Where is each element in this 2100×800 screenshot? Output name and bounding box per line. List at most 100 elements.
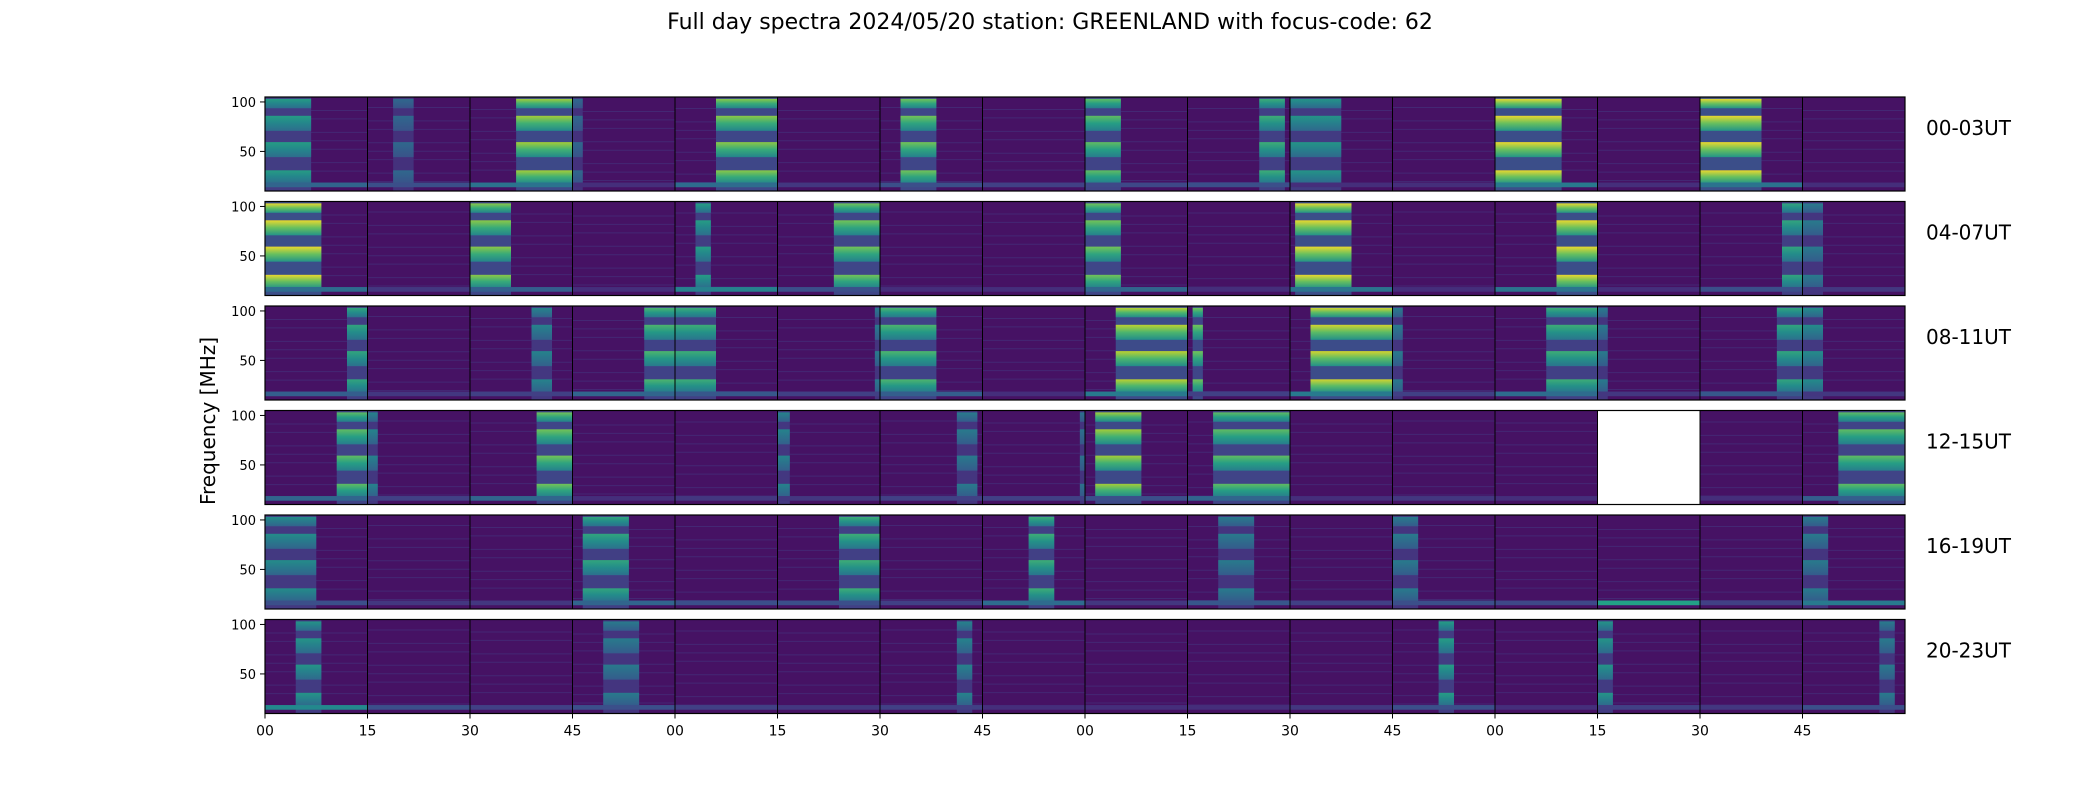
- burst-band: [516, 115, 573, 131]
- burst-band: [572, 98, 583, 109]
- spectrum-panel: [1802, 514, 1906, 610]
- burst-band: [1546, 379, 1598, 393]
- panel-background: [1802, 97, 1905, 191]
- y-tick-label: 50: [239, 145, 256, 160]
- low-frequency-band: [1597, 705, 1700, 710]
- burst-band: [1290, 98, 1342, 109]
- burst-band: [1095, 455, 1142, 471]
- low-frequency-band: [265, 600, 368, 606]
- burst-band: [1095, 429, 1142, 445]
- low-frequency-band: [777, 391, 880, 397]
- burst-band: [900, 170, 937, 184]
- burst-band: [1085, 115, 1121, 131]
- burst-band: [265, 246, 322, 262]
- spectrum-panel: [1597, 410, 1701, 505]
- spectrum-panel: [1289, 305, 1393, 401]
- panel-background: [1290, 410, 1393, 505]
- panel-background: [982, 201, 1085, 296]
- burst-band: [1085, 98, 1121, 109]
- spectrum-panel: [1494, 410, 1598, 505]
- panel-background: [1495, 410, 1598, 505]
- spectrum-panel: [1084, 305, 1188, 401]
- panel-background: [1392, 410, 1495, 505]
- spectrum-panel: [367, 96, 471, 192]
- burst-band: [695, 220, 711, 236]
- low-frequency-band: [367, 705, 470, 710]
- burst-band: [603, 638, 640, 654]
- spectrum-panel: [1597, 619, 1701, 714]
- low-frequency-band: [470, 705, 573, 710]
- low-frequency-band: [470, 182, 573, 188]
- burst-band: [1782, 203, 1803, 213]
- low-frequency-band: [1700, 600, 1803, 606]
- burst-band: [1115, 307, 1188, 318]
- panel-background: [572, 97, 675, 191]
- spectrum-panel: [879, 201, 983, 296]
- burst-band: [880, 307, 937, 318]
- burst-band: [777, 483, 790, 497]
- low-frequency-band: [1290, 496, 1393, 501]
- spectrum-panel: [982, 410, 1086, 505]
- row-frame: [264, 409, 1906, 506]
- burst-band: [1085, 246, 1121, 262]
- burst-band: [1700, 142, 1762, 158]
- low-frequency-band: [1495, 705, 1598, 710]
- spectrum-panel: [1392, 305, 1496, 401]
- burst-band: [956, 483, 978, 497]
- spectrum-panel: [1289, 410, 1393, 505]
- spectrum-panel: [1802, 410, 1906, 505]
- burst-band: [1802, 588, 1829, 602]
- spectrum-panel: [469, 619, 573, 714]
- burst-band: [1079, 412, 1085, 422]
- spectrum-panel: [367, 410, 471, 505]
- spectrum-panel: [572, 305, 676, 401]
- burst-band: [1879, 664, 1895, 680]
- burst-band: [572, 170, 583, 184]
- row-label: 12-15UT: [1926, 430, 2012, 454]
- burst-band: [1802, 203, 1823, 213]
- spectrum-panel: [1597, 96, 1701, 192]
- burst-band: [582, 588, 629, 602]
- panel-background: [1392, 306, 1495, 400]
- burst-band: [1218, 588, 1255, 602]
- panel-background: [1290, 619, 1393, 714]
- panel-background: [367, 201, 470, 296]
- burst-band: [1838, 429, 1905, 445]
- spectrum-panel: [1289, 619, 1393, 714]
- burst-band: [1115, 351, 1188, 367]
- panel-background: [367, 97, 470, 191]
- spectrum-panel: [1187, 305, 1291, 401]
- spectrum-panel: [879, 619, 983, 714]
- low-frequency-band: [1290, 287, 1393, 292]
- spectrum-panel: [1699, 514, 1803, 610]
- burst-band: [1218, 560, 1255, 576]
- panel-background: [1597, 515, 1700, 609]
- spectrum-panel: [1289, 201, 1393, 296]
- burst-band: [1295, 246, 1352, 262]
- burst-band: [874, 324, 880, 340]
- spectrum-panel: [1084, 201, 1188, 296]
- low-frequency-band: [1187, 705, 1290, 710]
- low-frequency-band: [777, 600, 880, 606]
- panel-background: [1187, 306, 1290, 400]
- panel-background: [777, 306, 880, 400]
- burst-band: [1802, 351, 1823, 367]
- burst-band: [1392, 324, 1403, 340]
- burst-band: [1776, 307, 1803, 318]
- burst-band: [1192, 379, 1203, 393]
- spectrum-panel: [1494, 305, 1598, 401]
- x-tick-label: 45: [564, 724, 582, 740]
- y-tick-label: 100: [231, 96, 256, 111]
- burst-band: [716, 115, 778, 131]
- burst-band: [880, 351, 937, 367]
- spectrum-panel: [469, 305, 573, 401]
- burst-band: [367, 483, 378, 497]
- low-frequency-band: [1187, 182, 1290, 188]
- burst-band: [1546, 324, 1598, 340]
- spectrum-panel: [1699, 305, 1803, 401]
- low-frequency-band: [880, 705, 983, 710]
- burst-band: [1879, 621, 1895, 631]
- burst-band: [1095, 412, 1142, 422]
- low-frequency-band: [1392, 496, 1495, 501]
- burst-band: [516, 170, 573, 184]
